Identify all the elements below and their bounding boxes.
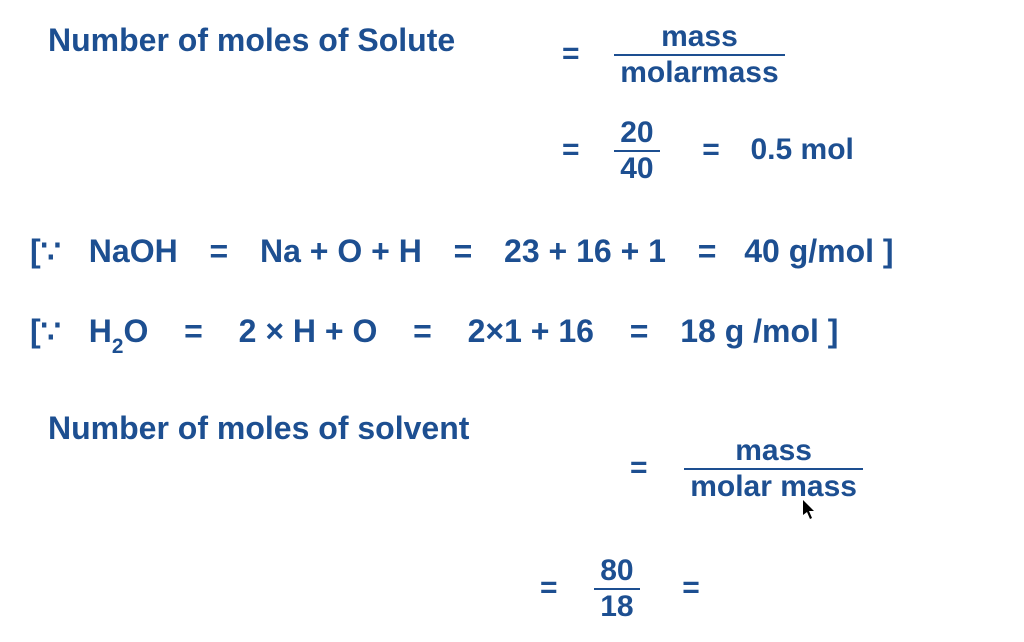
equation-line-4: [∵ H2O = 2 × H + O = 2×1 + 16 = 18 g /mo… — [30, 312, 838, 355]
formula-h2o: H2O — [89, 313, 157, 349]
fraction-numerator: mass — [614, 22, 784, 54]
equation-line-2: = 20 40 = 0.5 mol — [562, 118, 854, 184]
equals-sign: = — [454, 233, 473, 269]
equation-line-5-right: = mass molar mass — [630, 436, 863, 502]
molar-mass-h2o: 18 g /mol — [680, 313, 819, 349]
mouse-cursor-icon — [803, 500, 817, 520]
equals-sign: = — [562, 37, 580, 70]
molar-mass-naoh: 40 g/mol — [744, 233, 874, 269]
bracket-close: ] — [883, 233, 894, 269]
equation-line-1-right: = mass molarmass — [562, 22, 785, 88]
equals-sign: = — [209, 233, 228, 269]
h2o-o: O — [123, 313, 148, 349]
bracket-open-because: [∵ — [30, 313, 61, 349]
text-moles-solute: Number of moles of Solute — [48, 22, 455, 58]
expansion-naoh-letters: Na + O + H — [260, 233, 422, 269]
fraction-denominator: molarmass — [614, 54, 784, 88]
equation-line-5-left: Number of moles of solvent — [48, 410, 469, 447]
fraction-numerator: 20 — [614, 118, 659, 150]
expansion-h2o-letters: 2 × H + O — [239, 313, 378, 349]
equals-sign: = — [630, 313, 649, 349]
equals-sign: = — [630, 451, 648, 484]
text-moles-solvent: Number of moles of solvent — [48, 410, 469, 446]
equation-line-1-left: Number of moles of Solute — [48, 22, 455, 59]
fraction-numerator: 80 — [594, 556, 639, 588]
equals-sign: = — [562, 133, 580, 166]
h2o-h: H — [89, 313, 112, 349]
expansion-h2o-numbers: 2×1 + 16 — [468, 313, 594, 349]
result-0-5-mol: 0.5 mol — [751, 133, 854, 166]
fraction-80-18: 80 18 — [594, 556, 639, 622]
equals-sign: = — [702, 133, 720, 166]
expansion-naoh-numbers: 23 + 16 + 1 — [504, 233, 666, 269]
equals-sign: = — [413, 313, 432, 349]
equals-sign: = — [682, 571, 700, 604]
bracket-open-because: [∵ — [30, 233, 61, 269]
equals-sign: = — [184, 313, 203, 349]
bracket-close: ] — [828, 313, 839, 349]
equation-line-6: = 80 18 = — [540, 556, 700, 622]
fraction-denominator: molar mass — [684, 468, 863, 502]
fraction-denominator: 40 — [614, 150, 659, 184]
equals-sign: = — [698, 233, 717, 269]
fraction-denominator: 18 — [594, 588, 639, 622]
fraction-mass-molarmass: mass molarmass — [614, 22, 784, 88]
equals-sign: = — [540, 571, 558, 604]
formula-naoh: NaOH — [89, 233, 178, 269]
fraction-numerator: mass — [684, 436, 863, 468]
h2o-sub-2: 2 — [112, 335, 124, 358]
fraction-mass-molarmass-2: mass molar mass — [684, 436, 863, 502]
equation-line-3: [∵ NaOH = Na + O + H = 23 + 16 + 1 = 40 … — [30, 232, 894, 270]
fraction-20-40: 20 40 — [614, 118, 659, 184]
